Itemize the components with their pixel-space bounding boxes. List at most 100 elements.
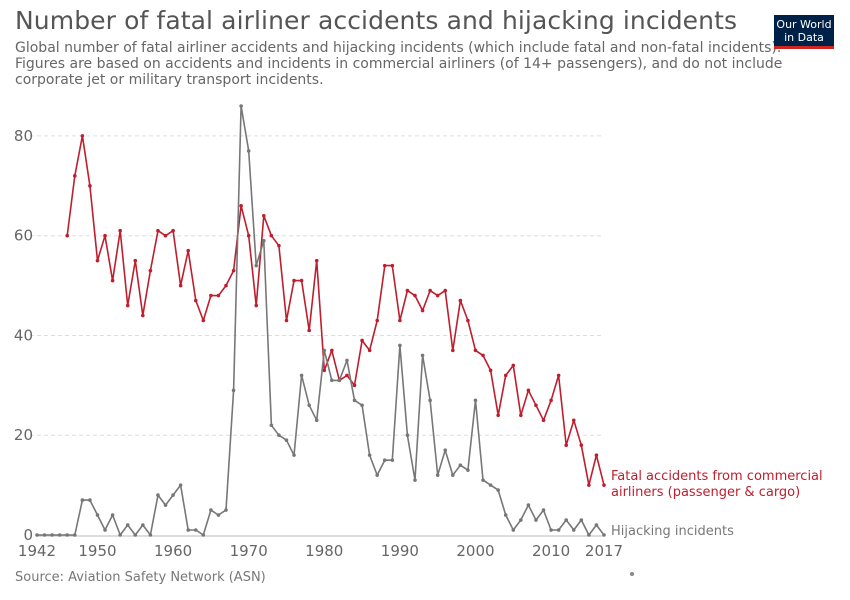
data-point[interactable] <box>602 483 606 487</box>
data-point[interactable] <box>435 293 440 298</box>
data-point[interactable] <box>466 468 470 472</box>
data-point[interactable] <box>473 348 478 353</box>
data-point[interactable] <box>193 298 198 303</box>
data-point[interactable] <box>80 134 85 138</box>
data-point[interactable] <box>367 348 372 353</box>
data-point[interactable] <box>428 288 432 293</box>
data-point[interactable] <box>458 298 463 303</box>
data-point[interactable] <box>375 473 380 477</box>
data-point[interactable] <box>73 533 77 537</box>
data-point[interactable] <box>57 533 62 537</box>
data-point[interactable] <box>534 403 538 408</box>
data-point[interactable] <box>254 263 259 268</box>
data-point[interactable] <box>330 348 334 353</box>
data-point[interactable] <box>534 518 538 522</box>
data-point[interactable] <box>65 533 70 537</box>
data-point[interactable] <box>571 528 576 532</box>
data-point[interactable] <box>148 268 153 273</box>
data-point[interactable] <box>118 533 122 537</box>
data-point[interactable] <box>541 418 546 423</box>
data-point[interactable] <box>186 248 190 253</box>
data-point[interactable] <box>239 203 243 208</box>
data-point[interactable] <box>110 278 115 283</box>
data-point[interactable] <box>231 388 236 393</box>
data-point[interactable] <box>413 293 417 298</box>
data-point[interactable] <box>330 378 334 383</box>
data-point[interactable] <box>193 528 198 532</box>
data-point[interactable] <box>367 453 372 457</box>
data-point[interactable] <box>428 398 432 403</box>
data-point[interactable] <box>88 498 92 502</box>
owid-logo[interactable]: Our World in Data <box>774 15 834 49</box>
data-point[interactable] <box>526 503 531 507</box>
data-point[interactable] <box>171 228 175 233</box>
data-point[interactable] <box>594 453 599 457</box>
data-point[interactable] <box>156 228 160 233</box>
data-point[interactable] <box>95 513 100 517</box>
data-point[interactable] <box>352 398 357 403</box>
data-point[interactable] <box>519 518 523 522</box>
data-point[interactable] <box>405 433 410 438</box>
data-point[interactable] <box>163 503 168 507</box>
data-point[interactable] <box>466 318 470 323</box>
data-point[interactable] <box>345 373 349 378</box>
data-point[interactable] <box>451 473 455 477</box>
data-point[interactable] <box>398 318 402 323</box>
data-point[interactable] <box>141 523 145 527</box>
data-point[interactable] <box>125 303 130 308</box>
data-point[interactable] <box>171 493 175 497</box>
data-point[interactable] <box>375 318 380 323</box>
data-point[interactable] <box>307 328 311 333</box>
data-point[interactable] <box>156 493 160 497</box>
data-point[interactable] <box>133 533 138 537</box>
data-point[interactable] <box>443 448 448 452</box>
data-point[interactable] <box>420 308 425 313</box>
data-point[interactable] <box>594 523 599 527</box>
data-point[interactable] <box>511 363 516 368</box>
data-point[interactable] <box>314 258 319 263</box>
data-point[interactable] <box>413 478 417 482</box>
data-point[interactable] <box>103 528 107 532</box>
data-point[interactable] <box>549 528 553 532</box>
data-point[interactable] <box>50 533 54 537</box>
data-point[interactable] <box>579 443 584 448</box>
data-point[interactable] <box>125 523 130 527</box>
data-point[interactable] <box>398 343 402 348</box>
data-point[interactable] <box>178 483 183 487</box>
data-point[interactable] <box>246 233 251 238</box>
data-point[interactable] <box>216 293 221 298</box>
data-point[interactable] <box>496 413 500 418</box>
data-point[interactable] <box>178 283 183 288</box>
data-point[interactable] <box>564 443 568 448</box>
data-point[interactable] <box>209 508 213 512</box>
data-point[interactable] <box>284 318 289 323</box>
data-point[interactable] <box>511 528 516 532</box>
data-point[interactable] <box>269 233 274 238</box>
data-point[interactable] <box>451 348 455 353</box>
data-point[interactable] <box>277 243 281 248</box>
data-point[interactable] <box>35 533 39 537</box>
data-point[interactable] <box>277 433 281 438</box>
data-point[interactable] <box>352 383 357 388</box>
data-point[interactable] <box>420 353 425 358</box>
data-point[interactable] <box>405 288 410 293</box>
data-point[interactable] <box>322 348 327 353</box>
source-note[interactable]: Source: Aviation Safety Network (ASN) <box>15 570 266 585</box>
data-point[interactable] <box>216 513 221 517</box>
data-point[interactable] <box>488 483 493 487</box>
data-point[interactable] <box>95 258 100 263</box>
data-point[interactable] <box>284 438 289 443</box>
data-point[interactable] <box>519 413 523 418</box>
data-point[interactable] <box>246 149 251 153</box>
data-point[interactable] <box>496 488 500 492</box>
data-point[interactable] <box>602 533 606 537</box>
data-point[interactable] <box>133 258 138 263</box>
data-point[interactable] <box>360 338 364 343</box>
data-point[interactable] <box>322 368 327 373</box>
data-point[interactable] <box>65 233 70 238</box>
data-point[interactable] <box>549 398 553 403</box>
data-point[interactable] <box>382 458 387 462</box>
data-point[interactable] <box>360 403 364 408</box>
data-point[interactable] <box>587 533 591 537</box>
data-point[interactable] <box>118 228 122 233</box>
